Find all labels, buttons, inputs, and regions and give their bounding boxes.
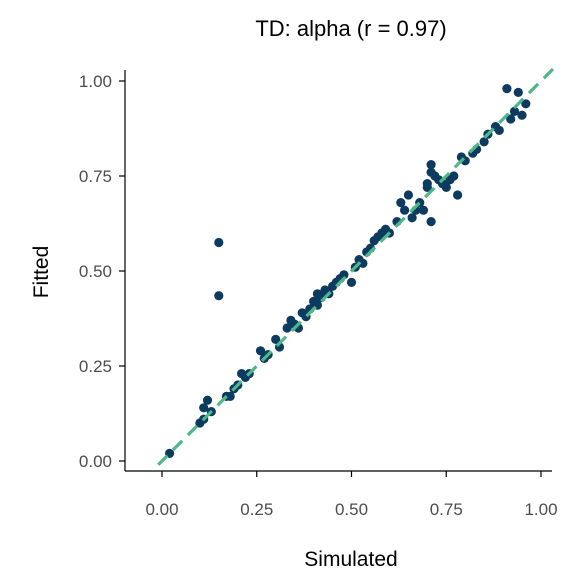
data-point xyxy=(214,291,224,301)
y-tick-label: 0.75 xyxy=(79,167,112,186)
y-tick-label: 0.25 xyxy=(79,357,112,376)
data-point xyxy=(441,182,451,192)
data-point xyxy=(502,84,512,94)
data-point xyxy=(517,110,527,120)
data-point xyxy=(426,160,436,170)
data-point xyxy=(358,258,368,268)
data-point xyxy=(403,190,413,200)
identity-reference-line xyxy=(157,66,556,466)
y-axis-ticks: 0.00 0.25 0.50 0.75 1.00 xyxy=(79,72,125,471)
data-point xyxy=(449,171,459,181)
data-point xyxy=(453,190,463,200)
x-tick-label: 0.75 xyxy=(430,500,463,519)
plot-area xyxy=(157,66,556,466)
data-point xyxy=(271,334,281,344)
data-point xyxy=(513,87,523,97)
data-point xyxy=(346,277,357,287)
y-tick-label: 0.50 xyxy=(79,262,112,281)
data-point xyxy=(339,270,349,280)
x-tick-label: 0.00 xyxy=(145,500,178,519)
data-point xyxy=(255,346,266,356)
data-point xyxy=(426,217,436,227)
y-axis-label: Fitted xyxy=(30,246,53,299)
data-point xyxy=(400,205,410,215)
x-axis-ticks: 0.00 0.25 0.50 0.75 1.00 xyxy=(145,471,558,519)
data-point xyxy=(422,179,432,189)
data-point xyxy=(282,323,292,333)
data-point xyxy=(199,403,209,413)
x-tick-label: 1.00 xyxy=(524,500,557,519)
data-point xyxy=(494,125,504,135)
x-tick-label: 0.25 xyxy=(240,500,273,519)
data-point xyxy=(418,205,429,215)
x-tick-label: 0.50 xyxy=(335,500,368,519)
data-point xyxy=(521,99,531,109)
x-axis-label: Simulated xyxy=(304,548,397,571)
data-point xyxy=(225,391,235,401)
data-point xyxy=(509,106,520,116)
data-point xyxy=(479,137,489,147)
chart-title: TD: alpha (r = 0.97) xyxy=(255,16,446,41)
data-point xyxy=(407,213,417,223)
data-point xyxy=(202,395,213,405)
data-point xyxy=(506,114,516,124)
y-tick-label: 0.00 xyxy=(79,452,112,471)
data-point xyxy=(214,237,224,248)
data-point xyxy=(396,198,406,208)
y-tick-label: 1.00 xyxy=(79,72,112,91)
